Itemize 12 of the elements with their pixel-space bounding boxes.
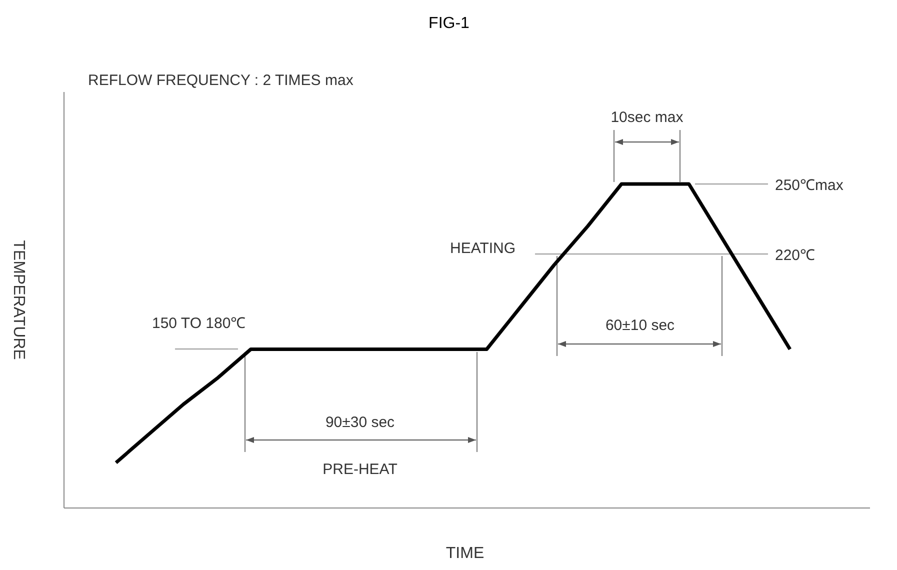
annotation: 250℃max bbox=[775, 177, 844, 194]
annotation: 60±10 sec bbox=[605, 317, 676, 334]
annotation: HEATING bbox=[450, 240, 516, 257]
text: REFLOW FREQUENCY : 2 TIMES max bbox=[88, 72, 354, 89]
annotation: 150 TO 180℃ bbox=[152, 315, 246, 332]
text: 10sec max bbox=[610, 109, 684, 126]
chart-title: FIG-1 bbox=[428, 15, 470, 32]
annotation: 90±30 sec bbox=[325, 414, 396, 431]
annotation: PRE-HEAT bbox=[322, 461, 398, 478]
x-axis-title: TIME bbox=[446, 545, 484, 562]
annotation: 220℃ bbox=[775, 247, 816, 264]
y-axis-title: TEMPERATURE bbox=[10, 240, 27, 360]
